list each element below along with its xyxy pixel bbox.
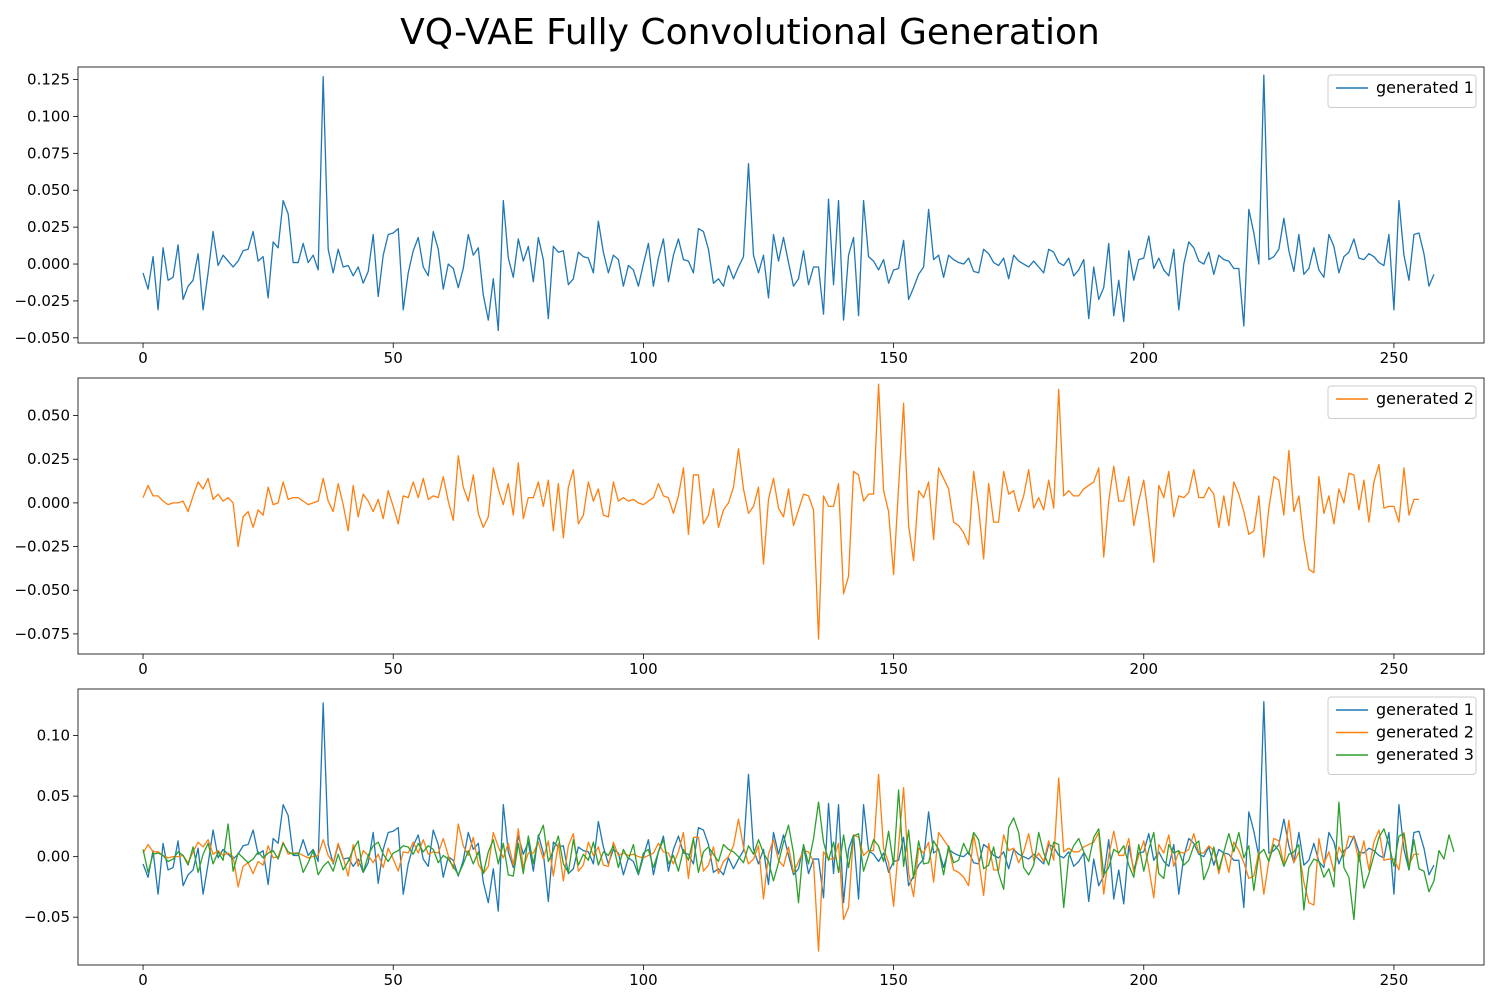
- subplot-1: 0 50 100 150 200 250 −0.050 −0.025 0.000 0.025 0.0…: [14, 66, 1485, 367]
- x-tick-label: 250: [1380, 971, 1409, 989]
- axes-frame: [77, 377, 1485, 655]
- x-tick-label: 200: [1129, 971, 1158, 989]
- series-line-generated-2: [142, 773, 1419, 952]
- x-tick-label: 150: [879, 349, 908, 367]
- y-tick-label: −0.025: [14, 538, 70, 556]
- legend-label: generated 1: [1376, 700, 1474, 719]
- x-tick-label: 100: [629, 349, 658, 367]
- y-tick-label: −0.075: [14, 625, 70, 643]
- y-tick-label: 0.025: [27, 218, 70, 236]
- legend: generated 1 generated 2 generated 3: [1327, 696, 1477, 775]
- legend-label: generated 3: [1376, 745, 1474, 764]
- y-tick-label: 0.125: [27, 71, 70, 89]
- subplot-3: 0 50 100 150 200 250 −0.05 0.00 0.05 0.10 generate…: [24, 688, 1485, 989]
- x-tick-label: 150: [879, 971, 908, 989]
- x-tick-label: 0: [138, 971, 148, 989]
- axes-frame: [77, 688, 1485, 966]
- series-line-generated-2: [142, 383, 1419, 640]
- x-tick-label: 0: [138, 349, 148, 367]
- x-tick-label: 0: [138, 660, 148, 678]
- x-tick-label: 200: [1129, 660, 1158, 678]
- series-line-generated-3: [142, 789, 1455, 921]
- x-tick-label: 50: [384, 349, 403, 367]
- legend-label: generated 1: [1376, 78, 1474, 97]
- y-tick-label: −0.050: [14, 329, 70, 347]
- subplot-2: 0 50 100 150 200 250 −0.075 −0.050 −0.025 0.000 0.…: [14, 377, 1485, 678]
- y-tick-label: 0.050: [27, 407, 70, 425]
- x-tick-label: 150: [879, 660, 908, 678]
- y-tick-label: 0.100: [27, 107, 70, 125]
- y-tick-label: 0.10: [37, 727, 70, 745]
- y-tick-label: −0.025: [14, 292, 70, 310]
- x-tick-label: 250: [1380, 349, 1409, 367]
- x-tick-label: 100: [629, 971, 658, 989]
- y-tick-label: 0.000: [27, 255, 70, 273]
- series-line-generated-1: [142, 701, 1435, 912]
- legend-label: generated 2: [1376, 723, 1474, 742]
- legend-label: generated 2: [1376, 389, 1474, 408]
- y-tick-label: 0.00: [37, 848, 70, 866]
- y-tick-label: 0.05: [37, 787, 70, 805]
- y-tick-label: 0.075: [27, 144, 70, 162]
- axes-frame: [77, 66, 1485, 344]
- y-tick-label: 0.025: [27, 450, 70, 468]
- y-tick-label: −0.050: [14, 581, 70, 599]
- x-tick-label: 100: [629, 660, 658, 678]
- x-tick-label: 200: [1129, 349, 1158, 367]
- legend: generated 2: [1327, 385, 1477, 419]
- y-tick-label: 0.000: [27, 494, 70, 512]
- y-tick-label: 0.050: [27, 181, 70, 199]
- y-tick-label: −0.05: [24, 908, 70, 926]
- legend: generated 1: [1327, 74, 1477, 108]
- series-line-generated-1: [142, 74, 1435, 332]
- figure-title: VQ-VAE Fully Convolutional Generation: [400, 12, 1100, 53]
- x-tick-label: 250: [1380, 660, 1409, 678]
- x-tick-label: 50: [384, 971, 403, 989]
- x-tick-label: 50: [384, 660, 403, 678]
